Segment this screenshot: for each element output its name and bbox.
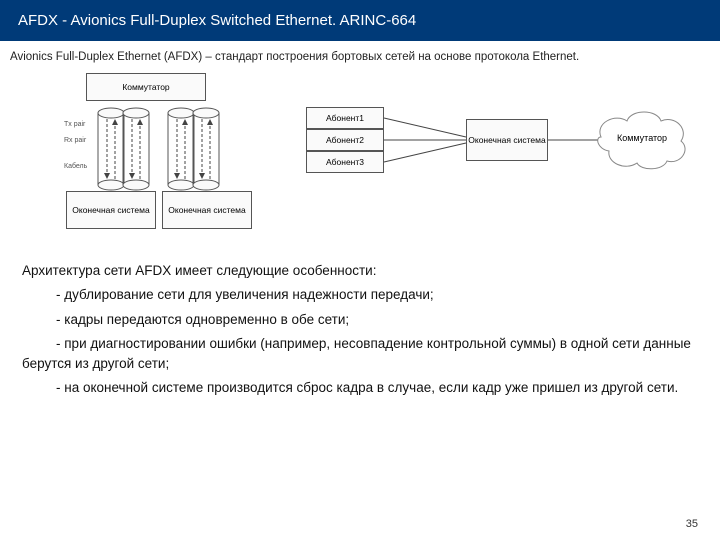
- cable-label: Кабель: [64, 163, 87, 170]
- diagram-right-svg: [276, 67, 706, 243]
- bullet-2: - кадры передаются одновременно в обе се…: [22, 310, 702, 330]
- features-heading: Архитектура сети AFDX имеет следующие ос…: [22, 261, 702, 281]
- bullet-4: - на оконечной системе производится сбро…: [22, 378, 702, 398]
- slide-title: AFDX - Avionics Full-Duplex Switched Eth…: [18, 12, 416, 29]
- bullet-1: - дублирование сети для увеличения надеж…: [22, 285, 702, 305]
- bullet-3: - при диагностировании ошибки (например,…: [22, 334, 702, 375]
- intro-text: Avionics Full-Duplex Ethernet (AFDX) – с…: [0, 41, 720, 67]
- diagrams-row: Коммутатор: [0, 67, 720, 243]
- tx-label: Tx pair: [64, 121, 85, 128]
- diagram-right: Абонент1 Абонент2 Абонент3 Оконечная сис…: [276, 67, 706, 243]
- diagram-left: Коммутатор: [6, 67, 276, 243]
- endsystem-box-1: Оконечная система: [66, 191, 156, 229]
- slide-header: AFDX - Avionics Full-Duplex Switched Eth…: [0, 0, 720, 41]
- endsystem-box-2: Оконечная система: [162, 191, 252, 229]
- page-number: 35: [686, 518, 698, 530]
- rx-label: Rx pair: [64, 137, 86, 144]
- body-text: Архитектура сети AFDX имеет следующие ос…: [0, 243, 720, 399]
- switch-cloud-label: Коммутатор: [612, 133, 672, 143]
